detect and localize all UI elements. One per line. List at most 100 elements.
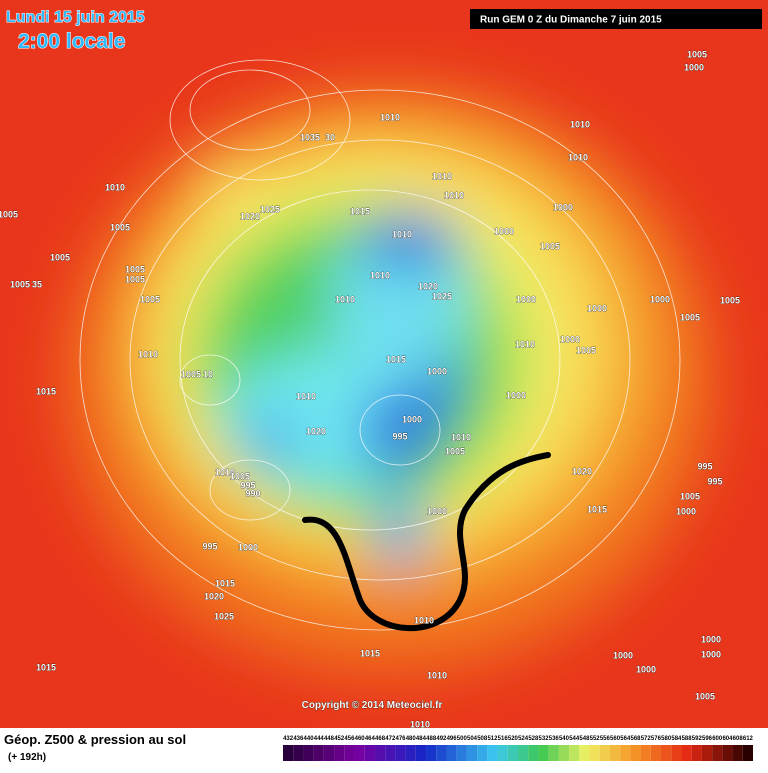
scale-label: 440 [304,736,315,742]
scale-label: 600 [712,736,723,742]
scale-swatch [640,745,651,761]
pressure-label: 1010 [410,719,430,729]
scale-swatch [283,745,294,761]
pressure-label: 1000 [587,303,607,313]
scale-label: 452 [334,736,345,742]
scale-swatch [569,745,580,761]
scale-swatch [487,745,498,761]
pressure-label: 1005 [10,279,30,289]
scale-label: 588 [682,736,693,742]
scale-swatch [528,745,539,761]
isobars [79,59,681,631]
pressure-label: 1000 [650,294,670,304]
scale-label: 480 [406,736,417,742]
scale-label: 556 [600,736,611,742]
scale-label: 460 [355,736,366,742]
pressure-label: 30 [325,132,335,142]
scale-swatch [436,745,447,761]
pressure-label: 995 [697,461,712,471]
pressure-label: 1020 [572,466,592,476]
pressure-label: 1020 [240,211,260,221]
pressure-label: 1010 [215,467,235,477]
pressure-label: 1015 [587,504,607,514]
pressure-label: 1010 [296,391,316,401]
scale-swatch [293,745,304,761]
scale-label: 528 [528,736,539,742]
scale-swatch [701,745,713,761]
scale-swatch [497,745,508,761]
scale-swatch [620,745,631,761]
scale-label: 584 [671,736,682,742]
pressure-label: 1000 [560,334,580,344]
scale-swatch [364,745,375,761]
run-box [470,9,762,29]
pressure-label: 1000 [553,202,573,212]
pressure-label: 1025 [214,611,234,621]
pressure-label: 1005 [181,369,201,379]
pressure-label: 1025 [260,204,280,214]
scale-swatch [712,745,723,761]
scale-label: 568 [630,736,641,742]
legend-lead: (+ 192h) [8,752,46,763]
copyright: Copyright © 2014 Meteociel.fr [302,700,443,711]
pressure-label: 995 [202,541,217,551]
scale-swatch [466,745,478,761]
scale-label: 472 [385,736,396,742]
scale-label: 476 [395,736,406,742]
pressure-label: 1005 [680,491,700,501]
pressure-label: 1005 [125,264,145,274]
scale-label: 572 [641,736,652,742]
pressure-label: 1005 [110,222,130,232]
pressure-label: 1005 [140,294,160,304]
scale-label: 436 [293,736,304,742]
pressure-label: 1010 [570,119,590,129]
pressure-label: 995 [392,431,407,441]
scale-label: 432 [283,736,294,742]
scale-swatch [477,745,488,761]
scale-swatch [446,745,457,761]
pressure-label: 1010 [380,112,400,122]
scale-label: 576 [651,736,662,742]
pressure-label: 1000 [701,649,721,659]
pressure-label: 1015 [36,386,56,396]
scale-swatch [722,745,733,761]
scale-label: 464 [365,736,376,742]
scale-swatch [691,745,702,761]
scale-label: 540 [559,736,570,742]
scale-swatch [650,745,662,761]
legend-title: Géop. Z500 & pression au sol [4,732,186,747]
pressure-label: 1000 [238,542,258,552]
scale-label: 456 [344,736,355,742]
scale-swatch [354,745,365,761]
scale-label: 496 [447,736,458,742]
pressure-label: 1005 [687,49,707,59]
color-scale: 432 436 440 444 448 452 456 460 464 468 472 476 480 4… [283,736,754,761]
pressure-label: 1000 [516,294,536,304]
pressure-label: 1010 [515,339,535,349]
pressure-label: 990 [245,488,260,498]
time: 2:00 locale [18,30,125,53]
scale-label: 520 [508,736,519,742]
pressure-label: 1010 [105,182,125,192]
scale-label: 512 [487,736,498,742]
scale-label: 504 [467,736,478,742]
pressure-label: 1000 [676,506,696,516]
z500-field [60,80,720,680]
scale-label: 532 [539,736,550,742]
scale-swatch [538,745,549,761]
scale-label: 604 [722,736,733,742]
scale-swatch [671,745,682,761]
scale-label: 548 [579,736,590,742]
pressure-label: 1010 [432,171,452,181]
pressure-label: 1000 [402,414,422,424]
scale-swatch [518,745,529,761]
pressure-label: 1000 [506,390,526,400]
pressure-label: 1010 [451,432,471,442]
pressure-label: 1015 [350,206,370,216]
scale-swatch [456,745,467,761]
pressure-label: 1000 [427,366,447,376]
pressure-label: 1020 [306,426,326,436]
scale-swatch [374,745,386,761]
scale-label: 612 [743,736,754,742]
